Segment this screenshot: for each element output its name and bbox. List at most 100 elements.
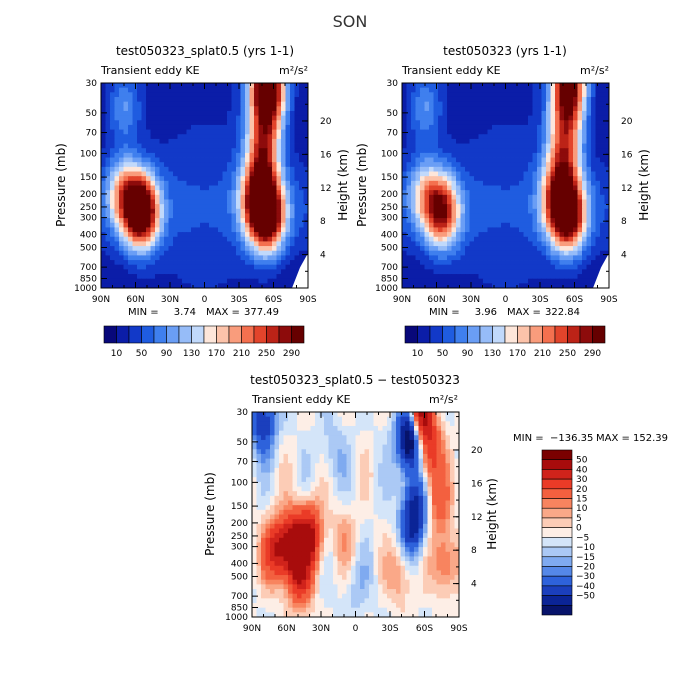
heatmap-cell — [254, 157, 259, 163]
heatmap-cell — [456, 180, 461, 186]
heatmap-cell — [294, 185, 300, 191]
heatmap-cell — [191, 171, 196, 177]
heatmap-cell — [433, 194, 439, 200]
heatmap-cell — [168, 129, 174, 135]
heatmap-cell — [191, 162, 196, 168]
heatmap-cell — [254, 241, 259, 247]
heatmap-cell — [155, 227, 160, 233]
heatmap-cell — [324, 430, 329, 436]
heatmap-cell — [213, 246, 219, 252]
heatmap-cell — [591, 87, 596, 93]
heatmap-cell — [550, 241, 556, 247]
heatmap-cell — [222, 148, 228, 154]
heatmap-cell — [294, 260, 300, 266]
heatmap-cell — [373, 421, 379, 427]
heatmap-cell — [442, 269, 448, 275]
heatmap-cell — [168, 143, 174, 149]
heatmap-cell — [433, 171, 439, 177]
heatmap-cell — [337, 444, 343, 450]
heatmap-cell — [438, 96, 443, 103]
heatmap-cell — [204, 232, 210, 238]
heatmap-cell — [496, 246, 502, 252]
heatmap-cell — [288, 435, 293, 441]
heatmap-cell — [267, 83, 273, 89]
heatmap-cell — [396, 435, 401, 441]
heatmap-cell — [252, 453, 257, 459]
heatmap-cell — [222, 227, 228, 233]
heatmap-cell — [279, 439, 284, 446]
heatmap-cell — [231, 227, 237, 233]
heatmap-cell — [429, 110, 434, 117]
heatmap-cell — [519, 260, 524, 266]
heatmap-cell — [564, 278, 569, 284]
heatmap-cell — [420, 255, 425, 261]
heatmap-cell — [546, 250, 551, 256]
heatmap-cell — [258, 246, 264, 252]
heatmap-cell — [429, 148, 434, 154]
heatmap-cell — [351, 463, 356, 469]
heatmap-cell — [568, 250, 574, 256]
heatmap-cell — [586, 227, 592, 233]
heatmap-cell — [173, 199, 178, 205]
heatmap-cell — [150, 92, 156, 98]
heatmap-cell — [290, 260, 295, 266]
heatmap-cell — [132, 176, 138, 182]
colorbar-label: 210 — [233, 349, 250, 359]
heatmap-cell — [523, 194, 529, 200]
heatmap-cell — [213, 176, 219, 182]
heatmap-cell — [114, 204, 120, 210]
heatmap-cell — [191, 101, 196, 107]
heatmap-cell — [411, 124, 416, 130]
heatmap-cell — [600, 250, 605, 256]
heatmap-cell — [240, 204, 246, 210]
heatmap-cell — [294, 180, 300, 186]
heatmap-cell — [514, 208, 520, 214]
heatmap-cell — [501, 101, 506, 107]
heatmap-cell — [451, 241, 457, 247]
heatmap-cell — [261, 477, 266, 483]
heatmap-cell — [114, 106, 120, 112]
heatmap-cell — [510, 148, 515, 154]
heatmap-cell — [424, 120, 430, 126]
heatmap-cell — [290, 83, 295, 89]
colorbar-label: 10 — [412, 349, 424, 359]
heatmap-cell — [276, 269, 282, 275]
heatmap-cell — [276, 176, 282, 182]
heatmap-cell — [519, 283, 524, 289]
heatmap-cell — [263, 115, 268, 121]
heatmap-cell — [101, 274, 106, 280]
heatmap-cell — [168, 138, 174, 144]
heatmap-cell — [573, 255, 578, 261]
heatmap-cell — [469, 260, 475, 266]
heatmap-cell — [411, 148, 416, 154]
heatmap-cell — [236, 264, 241, 270]
heatmap-cell — [387, 453, 392, 459]
heatmap-cell — [510, 171, 515, 177]
heatmap-cell — [550, 222, 556, 228]
heatmap-cell — [528, 199, 533, 205]
heatmap-cell — [492, 120, 497, 126]
heatmap-cell — [132, 101, 138, 107]
heatmap-cell — [128, 129, 133, 135]
heatmap-cell — [213, 185, 219, 191]
heatmap-cell — [555, 92, 560, 98]
heatmap-cell — [319, 416, 325, 422]
heatmap-cell — [191, 134, 196, 140]
heatmap-cell — [600, 255, 605, 261]
heatmap-cell — [209, 236, 214, 242]
heatmap-cell — [281, 246, 286, 252]
heatmap-cell — [411, 269, 416, 275]
heatmap-cell — [218, 204, 223, 210]
heatmap-cell — [123, 194, 129, 200]
heatmap-cell — [236, 148, 241, 154]
heatmap-cell — [114, 83, 120, 89]
heatmap-cell — [123, 138, 129, 144]
heatmap-cell — [568, 129, 574, 135]
heatmap-cell — [501, 157, 506, 163]
heatmap-cell — [177, 255, 183, 261]
heatmap-cell — [550, 106, 556, 112]
heatmap-cell — [209, 138, 214, 144]
heatmap-cell — [429, 87, 434, 93]
heatmap-cell — [546, 190, 551, 196]
heatmap-cell — [146, 255, 151, 261]
